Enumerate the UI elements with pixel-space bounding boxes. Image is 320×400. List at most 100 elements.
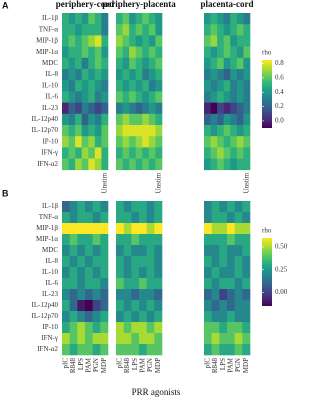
heatmap-cell (68, 158, 76, 171)
x-tick-label: PGN (92, 358, 100, 372)
heatmap-cell (135, 24, 143, 36)
heatmap-cell (154, 300, 163, 312)
heatmap-cell (62, 46, 69, 59)
heatmap-cell (94, 69, 102, 81)
heatmap-cell (116, 13, 123, 25)
heatmap-cell (62, 136, 69, 148)
heatmap-cell (77, 212, 86, 224)
heatmap-cell (146, 201, 155, 213)
heatmap-cell (234, 234, 243, 246)
row-label: IL-23 (42, 290, 58, 298)
heatmap-cell (129, 13, 137, 25)
heatmap-cell (236, 147, 244, 159)
heatmap-cell (81, 57, 89, 70)
heatmap-cell (69, 223, 78, 235)
heatmap-cell (211, 234, 220, 246)
heatmap-cell (217, 35, 225, 47)
row-label: IL-6 (46, 279, 59, 287)
heatmap-cell (139, 311, 147, 323)
heatmap-cell (75, 147, 83, 159)
x-tick-label: pIC (115, 358, 123, 369)
heatmap-cell (204, 113, 211, 126)
heatmap-cell (234, 223, 243, 235)
row-label: MIP-1β (36, 37, 58, 45)
heatmap-cell (131, 245, 140, 257)
heatmap-cell (234, 256, 243, 268)
heatmap-cell (155, 35, 163, 47)
heatmap-cell (68, 57, 76, 70)
heatmap-cell (155, 69, 163, 81)
heatmap-cell (217, 80, 225, 92)
heatmap-cell (88, 147, 96, 159)
heatmap-cell (219, 311, 228, 323)
heatmap-cell (230, 113, 238, 126)
heatmap-cell (236, 57, 244, 70)
heatmap-cell (101, 57, 109, 70)
panel-label: A (2, 0, 9, 10)
heatmap-cell (68, 113, 76, 126)
heatmap-cell (243, 113, 251, 126)
heatmap-cell (242, 311, 251, 323)
heatmap-cell (68, 125, 76, 137)
heatmap-cell (217, 69, 225, 81)
heatmap-cell (223, 125, 231, 137)
heatmap-cell (101, 13, 109, 25)
heatmap-cell (62, 311, 70, 323)
heatmap-cell (69, 300, 78, 312)
heatmap-cell (81, 13, 89, 25)
heatmap-cell (77, 256, 86, 268)
heatmap-cell (129, 80, 137, 92)
heatmap-cell (234, 267, 243, 279)
heatmap-cell (77, 245, 86, 257)
panel-label: B (2, 188, 9, 198)
heatmap-cell (211, 267, 220, 279)
heatmap-cell (62, 125, 69, 137)
heatmap-cell (123, 245, 132, 257)
heatmap-cell (142, 80, 150, 92)
row-label: IL-12p40 (32, 115, 59, 123)
row-label: IL-8 (46, 257, 59, 265)
heatmap-cell (75, 80, 83, 92)
heatmap-cell (217, 125, 225, 137)
heatmap-cell (139, 289, 147, 301)
heatmap-cell (155, 80, 163, 92)
heatmap-cell (234, 212, 243, 224)
row-label: IFN-γ (41, 149, 58, 157)
heatmap-cell (211, 212, 220, 224)
heatmap-cell (131, 344, 140, 356)
heatmap-cell (155, 147, 163, 159)
heatmap-cell (223, 24, 231, 36)
heatmap-cell (69, 311, 78, 323)
heatmap-cell (62, 300, 70, 312)
heatmap-cell (227, 289, 235, 301)
heatmap-cell (62, 212, 70, 224)
heatmap-cell (204, 322, 212, 334)
heatmap-cell (123, 344, 132, 356)
legend-tick-label: 0.4 (275, 88, 284, 96)
heatmap-cell (148, 57, 156, 70)
heatmap-cell (210, 91, 218, 103)
heatmap-cell (211, 201, 220, 213)
row-label: IL-10 (42, 268, 58, 276)
heatmap-cell (154, 245, 163, 257)
heatmap-cell (62, 13, 69, 25)
heatmap-cell (100, 234, 109, 246)
heatmap-cell (100, 344, 109, 356)
x-tick-label: Unstim (242, 172, 250, 193)
heatmap-cell (85, 212, 93, 224)
heatmap-cell (122, 69, 130, 81)
heatmap-cell (142, 57, 150, 70)
heatmap-cell (88, 24, 96, 36)
heatmap-cell (139, 278, 147, 290)
heatmap-cell (217, 57, 225, 70)
heatmap-cell (234, 245, 243, 257)
heatmap-cell (148, 69, 156, 81)
heatmap-cell (116, 24, 123, 36)
heatmap-cell (88, 125, 96, 137)
x-tick-label: LPS (219, 358, 227, 370)
heatmap-cell (94, 158, 102, 171)
heatmap-cell (75, 102, 83, 115)
heatmap-cell (101, 102, 109, 115)
row-label: IL-1β (42, 202, 58, 210)
heatmap-cell (69, 278, 78, 290)
